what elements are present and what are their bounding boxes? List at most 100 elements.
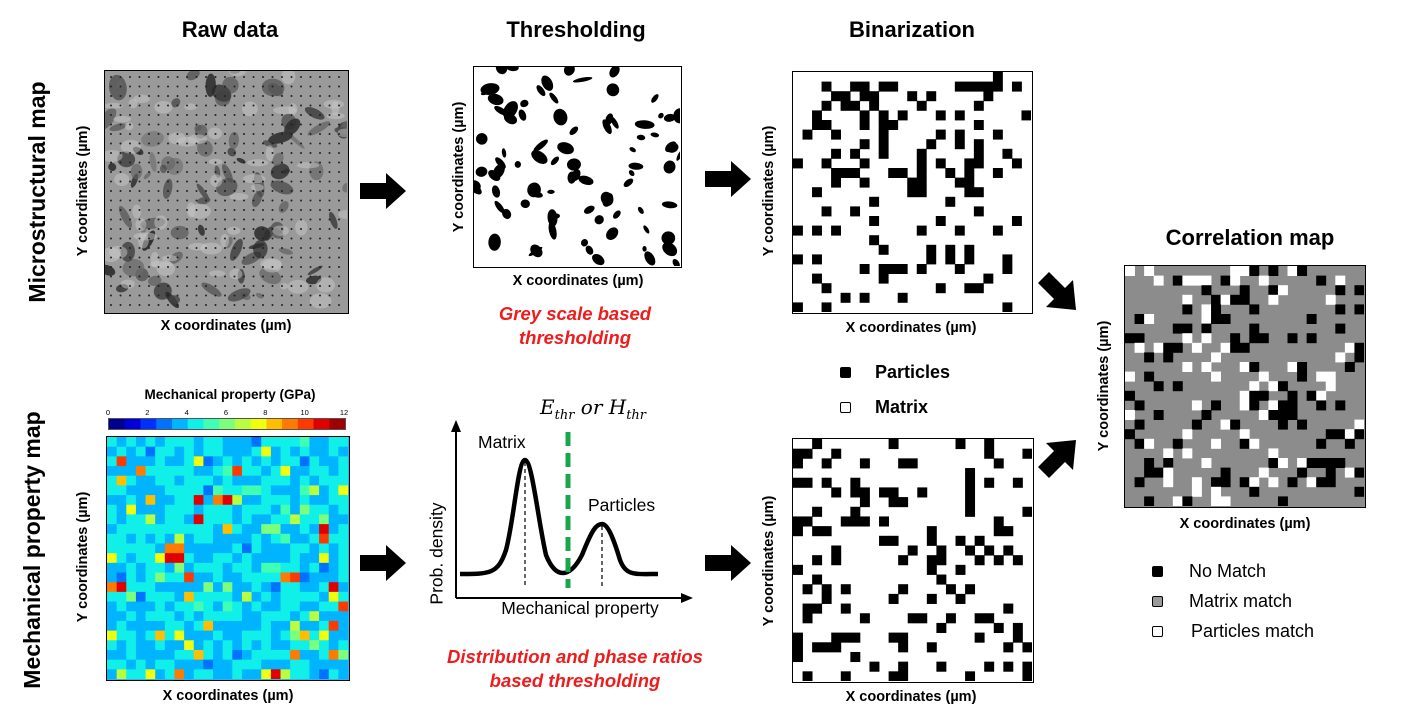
indent-dot <box>328 218 331 221</box>
grid-cell <box>251 640 262 651</box>
grid-cell <box>338 640 348 651</box>
grid-cell <box>935 110 946 121</box>
indent-dot <box>157 76 160 78</box>
grid-cell <box>1258 333 1269 344</box>
grid-cell <box>116 475 127 486</box>
colorbar-segment <box>187 419 204 429</box>
texture-patch <box>326 112 345 120</box>
grid-cell <box>261 475 272 486</box>
indent-dot <box>148 285 150 287</box>
particle <box>592 253 605 266</box>
grid-cell <box>1354 467 1364 478</box>
grid-cell <box>280 591 291 602</box>
indent-dot <box>271 190 274 192</box>
grid-cell <box>193 475 204 486</box>
grid-cell <box>954 129 965 140</box>
grid-cell <box>116 437 127 448</box>
grid-cell <box>1201 314 1212 324</box>
indent-dot <box>328 104 331 107</box>
grid-cell <box>888 593 899 604</box>
grid-cell <box>1134 438 1145 449</box>
colorbar-segment <box>266 419 283 429</box>
grid-cell <box>338 601 348 612</box>
indent-dot <box>224 247 226 249</box>
indent-dot <box>290 256 293 259</box>
grid-cell <box>184 630 195 641</box>
grid-cell <box>1012 632 1023 643</box>
indent-dot <box>338 133 340 135</box>
grid-cell <box>1201 323 1212 334</box>
indent-dot <box>271 161 274 164</box>
indent-dot <box>338 228 340 230</box>
indent-dot <box>271 247 274 249</box>
particle <box>676 149 680 161</box>
grid-cell <box>213 456 224 467</box>
particle <box>270 180 294 195</box>
grid-cell <box>270 669 281 679</box>
indent-dot <box>243 304 245 306</box>
grid-cell <box>116 504 127 515</box>
grid-cell <box>1201 410 1212 420</box>
grid-cell <box>1239 285 1250 296</box>
grid-cell <box>174 446 185 457</box>
indent-dot <box>167 161 169 164</box>
indent-dot <box>271 275 274 278</box>
grid-cell <box>1182 294 1193 305</box>
indent-dot <box>233 228 236 230</box>
grid-cell <box>251 524 262 535</box>
legend-particles: Particles <box>840 362 950 383</box>
particle <box>550 156 560 166</box>
grid-cell <box>965 545 976 556</box>
grid-cell <box>107 514 118 525</box>
grid-cell <box>241 437 252 448</box>
grid-cell <box>888 120 899 130</box>
grid-cell <box>309 659 320 670</box>
binarized-map-microstructure <box>792 71 1033 314</box>
grid-cell <box>145 659 156 670</box>
grid-cell <box>1003 603 1014 614</box>
indent-dot <box>186 304 188 306</box>
indent-dot <box>205 161 207 164</box>
particle <box>612 210 621 219</box>
grid-cell <box>1125 333 1135 344</box>
indent-dot <box>243 95 245 97</box>
indent-dot <box>224 161 226 164</box>
indent-dot <box>205 104 207 107</box>
grid-cell <box>879 516 889 527</box>
texture-patch <box>296 162 320 169</box>
grid-cell <box>878 110 889 121</box>
grid-cell <box>936 622 947 633</box>
grid-cell <box>973 139 984 150</box>
grid-cell <box>1220 419 1231 430</box>
correlation-map <box>1124 265 1366 508</box>
particle <box>122 259 145 277</box>
grid-cell <box>232 495 243 506</box>
grid-cell <box>164 504 175 515</box>
grid-cell <box>299 611 310 622</box>
texture-patch <box>108 245 128 259</box>
grid-cell <box>164 640 175 651</box>
indent-dot <box>281 76 283 78</box>
indent-dot <box>290 247 293 249</box>
indent-dot <box>186 114 188 116</box>
indent-dot <box>328 95 331 97</box>
indent-dot <box>338 152 340 154</box>
indent-dot <box>186 152 188 154</box>
grid-cell <box>955 535 966 546</box>
grid-cell <box>107 649 118 661</box>
grid-cell <box>107 659 118 670</box>
indent-dot <box>129 95 131 97</box>
grid-cell <box>116 601 127 612</box>
grid-cell <box>984 477 995 488</box>
grid-cell <box>1211 304 1221 315</box>
grid-cell <box>1012 477 1023 488</box>
indent-dot <box>195 237 198 240</box>
indent-dot <box>233 123 236 126</box>
grid-cell <box>126 437 137 448</box>
grid-cell <box>126 446 137 457</box>
indent-dot <box>300 304 302 306</box>
indent-dot <box>309 152 312 154</box>
particle <box>520 99 529 108</box>
mechanical-property-heatmap <box>106 436 350 681</box>
grid-cell <box>155 562 166 573</box>
